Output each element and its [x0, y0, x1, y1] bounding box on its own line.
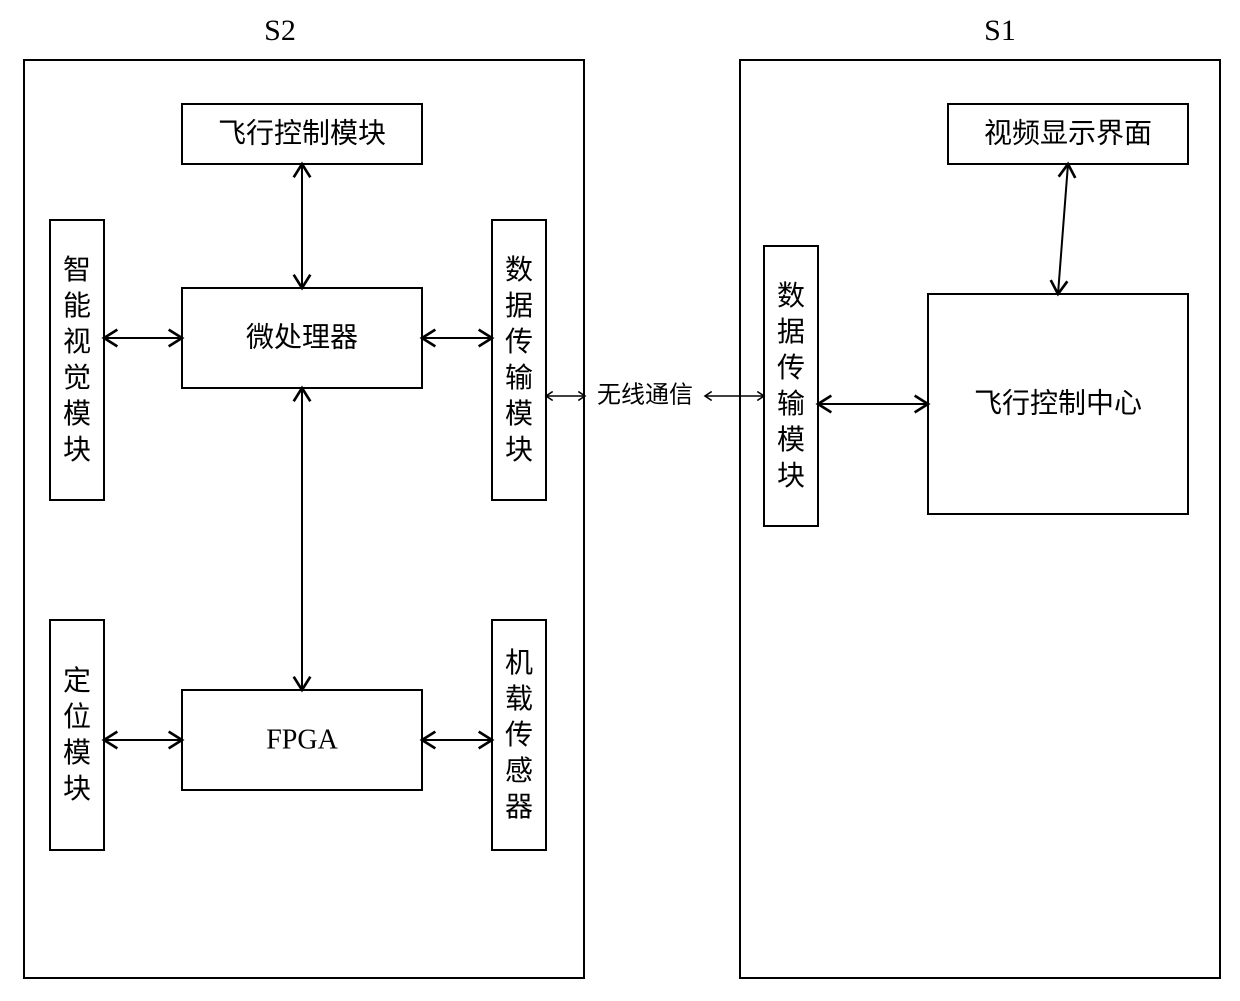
- wireless-label: 无线通信: [597, 382, 693, 409]
- box-label-smart_vision: 智能视觉模块: [63, 254, 91, 466]
- container-s2: [24, 60, 584, 978]
- box-label-data_xfer_s2: 数据传输模块: [505, 254, 533, 466]
- block-diagram: S2 S1 飞行控制模块智能视觉模块 微处理器 数据传输模块定位模块 FPGA 机载传感器 数…: [0, 0, 1240, 1001]
- box-label-data_xfer_s1: 数据传输模块: [777, 280, 805, 492]
- box-positioning: [50, 620, 104, 850]
- container-s1: [740, 60, 1220, 978]
- box-label-positioning: 定位模块: [63, 665, 91, 805]
- box-label-video_display: 视频显示界面: [984, 117, 1152, 149]
- box-label-flight_ctrl_module: 飞行控制模块: [218, 117, 386, 149]
- box-label-flight_ctrl_center: 飞行控制中心: [974, 387, 1142, 419]
- container-label-s2: S2: [264, 14, 296, 47]
- box-label-onboard_sensor: 机载传感器: [505, 647, 533, 823]
- container-label-s1: S1: [984, 14, 1016, 47]
- box-label-microprocessor: 微处理器: [246, 321, 358, 353]
- edge-video_display-flight_ctrl_center: [1058, 164, 1068, 294]
- box-label-fpga: FPGA: [266, 724, 338, 755]
